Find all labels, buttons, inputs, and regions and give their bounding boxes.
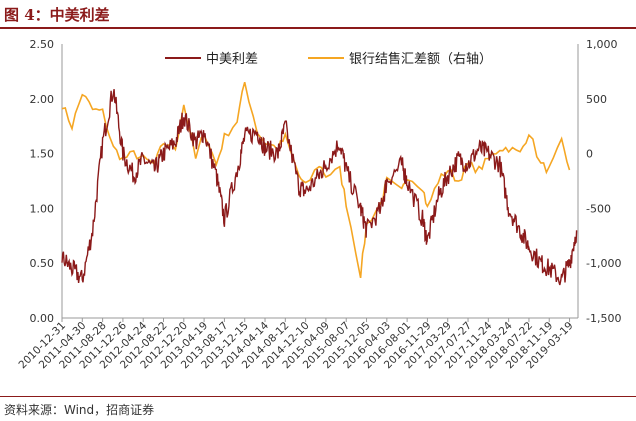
legend-label-spread: 中美利差 — [206, 52, 258, 67]
right-tick-label: -1,000 — [586, 257, 621, 270]
left-tick-label: 2.00 — [30, 93, 55, 106]
axes-layer: 0.00 0.50 1.00 1.50 2.00 2.50 -1,500 -1,000 -500… — [16, 38, 621, 371]
legend-label-fx-balance: 银行结售汇差额（右轴） — [349, 51, 492, 67]
left-tick-label: 0.00 — [30, 312, 55, 325]
left-tick-label: 1.50 — [30, 148, 55, 161]
right-tick-label: 500 — [586, 93, 607, 106]
legend: 中美利差 银行结售汇差额（右轴） — [165, 51, 492, 67]
right-tick-label: -1,500 — [586, 312, 621, 325]
chart: 0.00 0.50 1.00 1.50 2.00 2.50 -1,500 -1,000 -500… — [16, 38, 621, 371]
left-tick-label: 0.50 — [30, 257, 55, 270]
source-rule — [0, 396, 636, 397]
right-tick-label: -500 — [586, 202, 611, 215]
series-line-fx-balance — [61, 81, 571, 279]
source-note: 资料来源：Wind，招商证券 — [4, 403, 155, 417]
series-line-spread — [61, 88, 578, 286]
series-layer — [61, 81, 578, 286]
title-rule — [0, 27, 636, 29]
right-tick-label: 1,000 — [586, 38, 618, 51]
left-tick-label: 2.50 — [30, 38, 55, 51]
left-tick-label: 1.00 — [30, 202, 55, 215]
figure-title: 图 4：中美利差 — [4, 6, 110, 24]
right-tick-label: 0 — [586, 148, 593, 161]
